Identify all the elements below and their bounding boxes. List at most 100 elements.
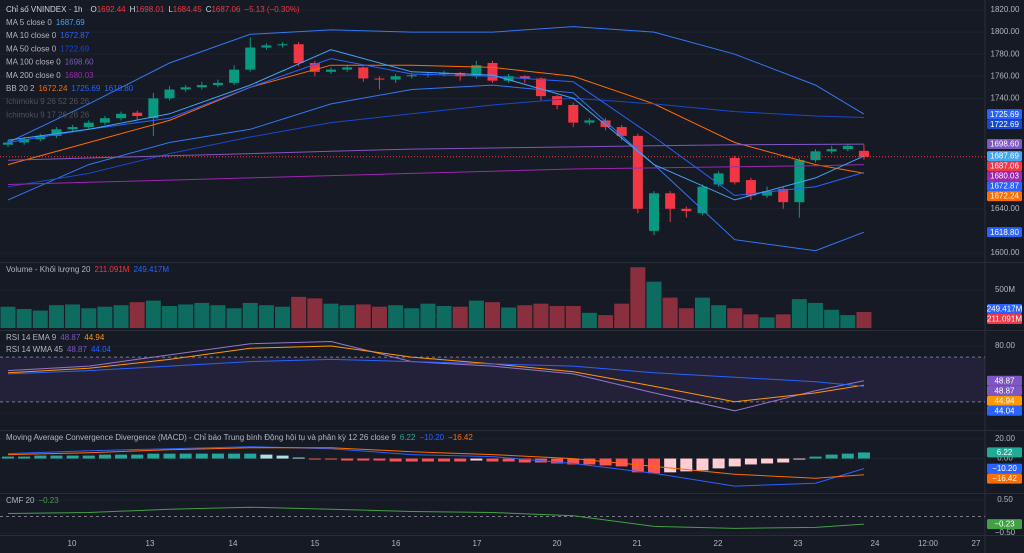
macd-histogram-bar [163,453,176,459]
macd-histogram-bar [115,454,128,459]
y-tick-label: 20.00 [995,434,1016,443]
legend-label: RSI 14 EMA 9 [6,333,57,342]
price-tag [987,119,1022,130]
legend-value: 48.87 [60,333,81,342]
macd-histogram-bar [744,458,757,465]
y-tick-label: 500M [995,285,1015,294]
indicator-line [7,64,864,174]
volume-bar [81,308,97,329]
volume-bar [226,308,242,329]
macd-histogram-bar [195,453,208,459]
candle-body [600,120,611,128]
legend-entry: MA 10 close 0 1672.87 [6,31,90,40]
candle-body [681,208,692,211]
indicator-line [7,49,865,201]
price-tag [987,463,1022,474]
volume-bar [452,306,468,329]
price-tag [987,181,1022,192]
legend-value: 1687.69 [56,18,85,27]
legend-label: MA 100 close 0 [6,58,61,67]
volume-bar [775,314,791,329]
legend-label: Ichimoku 9 26 52 26 26 [6,97,90,106]
volume-bar [791,299,807,329]
price-tag-label: 211.091M [987,315,1022,324]
candle-body [810,151,821,161]
x-tick-label: 17 [473,539,482,548]
macd-histogram-bar [502,458,515,462]
candle-body [309,63,320,72]
price-tag [987,519,1022,530]
indicator-line [7,447,864,479]
macd-histogram-bar [389,458,402,462]
candle-body [180,87,191,90]
price-tag [987,139,1022,150]
volume-bar [355,304,371,329]
volume-bar [646,281,662,329]
macd-histogram-bar [131,454,144,459]
y-tick-label: 0.50 [997,495,1013,504]
volume-bar [65,304,81,329]
candle-body [358,67,369,79]
legend-value: 44.94 [84,333,105,342]
legend-value: 1672.87 [60,31,89,40]
price-tag-label: 1672.87 [990,182,1019,191]
price-tag-label: 249.417M [987,305,1023,314]
volume-bar [598,315,614,329]
ohlc-label: C [206,5,212,14]
price-tag [987,385,1022,396]
price-tag [987,375,1022,386]
macd-histogram-bar [228,453,241,459]
indicator-line [7,340,865,412]
volume-bar [404,308,420,329]
price-tag-label: 48.87 [994,376,1015,385]
candle-body [293,44,304,64]
price-tag [987,395,1022,406]
legend-label: Volume - Khối lượng 20 [6,265,91,274]
volume-bar [614,303,630,329]
macd-histogram-bar [728,458,741,467]
y-tick-label: −0.50 [995,528,1016,537]
indicator-line [7,143,864,161]
macd-histogram-bar [147,453,160,459]
legend-value: 48.87 [67,345,88,354]
legend-entry: MA 5 close 0 1687.69 [6,18,85,27]
candle-body [261,45,272,48]
macd-histogram-bar [244,453,257,459]
candle-body [842,145,853,150]
y-tick-label: 1780.00 [991,49,1020,58]
price-tag-label: 1722.69 [990,120,1019,129]
candle-body [487,63,498,81]
legend-entry: Moving Average Convergence Divergence (M… [6,433,473,442]
candle-body [632,135,643,209]
candle-body [99,118,110,123]
indicator-line [7,84,865,252]
macd-histogram-bar [292,457,305,459]
candle-body [116,113,127,119]
legend-label: MA 50 close 0 [6,45,57,54]
legend-label: MA 5 close 0 [6,18,52,27]
volume-bar [178,304,194,329]
candle-body [67,127,78,130]
candle-body [229,69,240,83]
macd-histogram-bar [34,455,47,459]
price-tag-label: 1725.69 [990,110,1019,119]
candle-body [713,173,724,185]
price-tag [987,151,1022,162]
indicator-line [7,26,865,143]
legend-label: MA 200 close 0 [6,71,61,80]
indicator-line [7,446,865,487]
volume-bar [145,300,161,329]
x-tick-label: 20 [553,539,562,548]
candle-body [326,69,336,72]
candle-body [568,104,579,123]
macd-histogram-bar [567,458,580,465]
macd-histogram-bar [211,453,224,459]
legend-entry: BB 20 2 1672.24 1725.69 1618.80 [6,84,134,93]
legend-label: Moving Average Convergence Divergence (M… [6,433,396,442]
macd-histogram-bar [421,458,434,462]
candle-body [616,127,627,136]
x-tick-label: 21 [633,539,642,548]
macd-histogram-bar [712,458,725,469]
volume-bar [113,305,129,329]
